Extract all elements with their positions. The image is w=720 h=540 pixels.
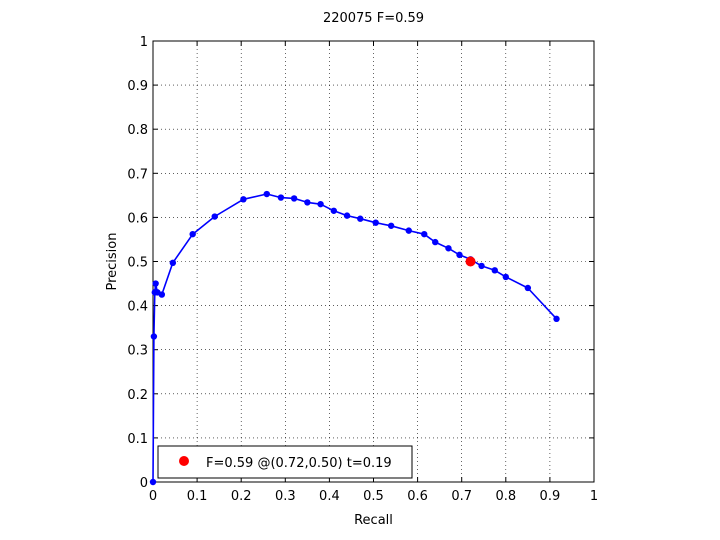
pr-curve-point (456, 251, 463, 259)
y-tick-label: 0.7 (127, 167, 148, 182)
x-tick-label: 0.8 (495, 489, 516, 504)
pr-curve-point (240, 196, 247, 203)
y-tick-label: 0.6 (127, 211, 148, 226)
pr-curve-point (372, 219, 379, 226)
pr-curve-point (524, 284, 532, 292)
pr-curve-point (211, 213, 218, 220)
series-layer (149, 190, 560, 486)
pr-curve-point (502, 273, 509, 281)
pr-curve-point (149, 478, 157, 486)
pr-curve-point (152, 280, 159, 287)
pr-curve-point (553, 315, 560, 323)
x-tick-label: 0.5 (363, 489, 384, 504)
pr-curve-point (421, 230, 428, 238)
pr-curve-point (491, 267, 498, 274)
pr-curve-point (357, 215, 364, 222)
pr-curve-point (169, 259, 177, 267)
x-tick-label: 0.1 (187, 489, 208, 504)
y-tick-label: 0.4 (127, 300, 148, 315)
pr-curve-point (150, 333, 158, 340)
pr-curve-point (330, 207, 338, 214)
y-tick-label: 0.2 (127, 388, 148, 403)
pr-curve-point (158, 291, 166, 298)
x-tick-label: 0.7 (451, 489, 472, 504)
pr-curve-point (304, 199, 311, 206)
y-tick-label: 0 (140, 476, 148, 491)
x-tick-label: 0 (149, 489, 157, 504)
pr-curve-point (317, 200, 324, 208)
y-axis-label: Precision (105, 232, 120, 290)
y-tick-label: 0.8 (127, 123, 148, 138)
y-tick-label: 0.1 (127, 432, 148, 447)
y-tick-label: 0.9 (127, 79, 148, 94)
pr-curve-point (189, 230, 196, 238)
y-tick-label: 0.5 (127, 256, 148, 271)
pr-curve-point (478, 262, 485, 270)
x-tick-label: 0.4 (319, 489, 340, 504)
pr-curve-point (290, 195, 298, 202)
x-tick-label: 0.3 (275, 489, 296, 504)
x-tick-label: 0.2 (231, 489, 252, 504)
legend-marker (179, 456, 189, 466)
legend: F=0.59 @(0.72,0.50) t=0.19 (157, 445, 413, 479)
pr-curve-point (432, 238, 439, 246)
x-axis-label: Recall (354, 513, 393, 528)
pr-curve-point (277, 194, 285, 201)
legend-label: F=0.59 @(0.72,0.50) t=0.19 (206, 456, 392, 471)
x-tick-label: 0.6 (407, 489, 428, 504)
ticks: 0 0.1 0.2 0.3 0.4 0.5 0.6 0.7 0.8 0.9 1 0 0.1 0.2 0.3 0… (127, 35, 598, 504)
y-tick-label: 1 (140, 35, 148, 50)
pr-curve-point (343, 212, 351, 219)
legend-box (157, 445, 413, 479)
x-tick-label: 0.9 (540, 489, 561, 504)
pr-curve-point (263, 190, 270, 198)
pr-curve-point (445, 245, 452, 252)
pr-curve-point (405, 227, 412, 234)
x-tick-label: 1 (590, 489, 598, 504)
chart-title: 220075 F=0.59 (323, 11, 424, 26)
best-f-point (465, 256, 476, 267)
y-tick-label: 0.3 (127, 344, 148, 359)
pr-curve-point (387, 222, 395, 229)
grid (153, 41, 594, 482)
